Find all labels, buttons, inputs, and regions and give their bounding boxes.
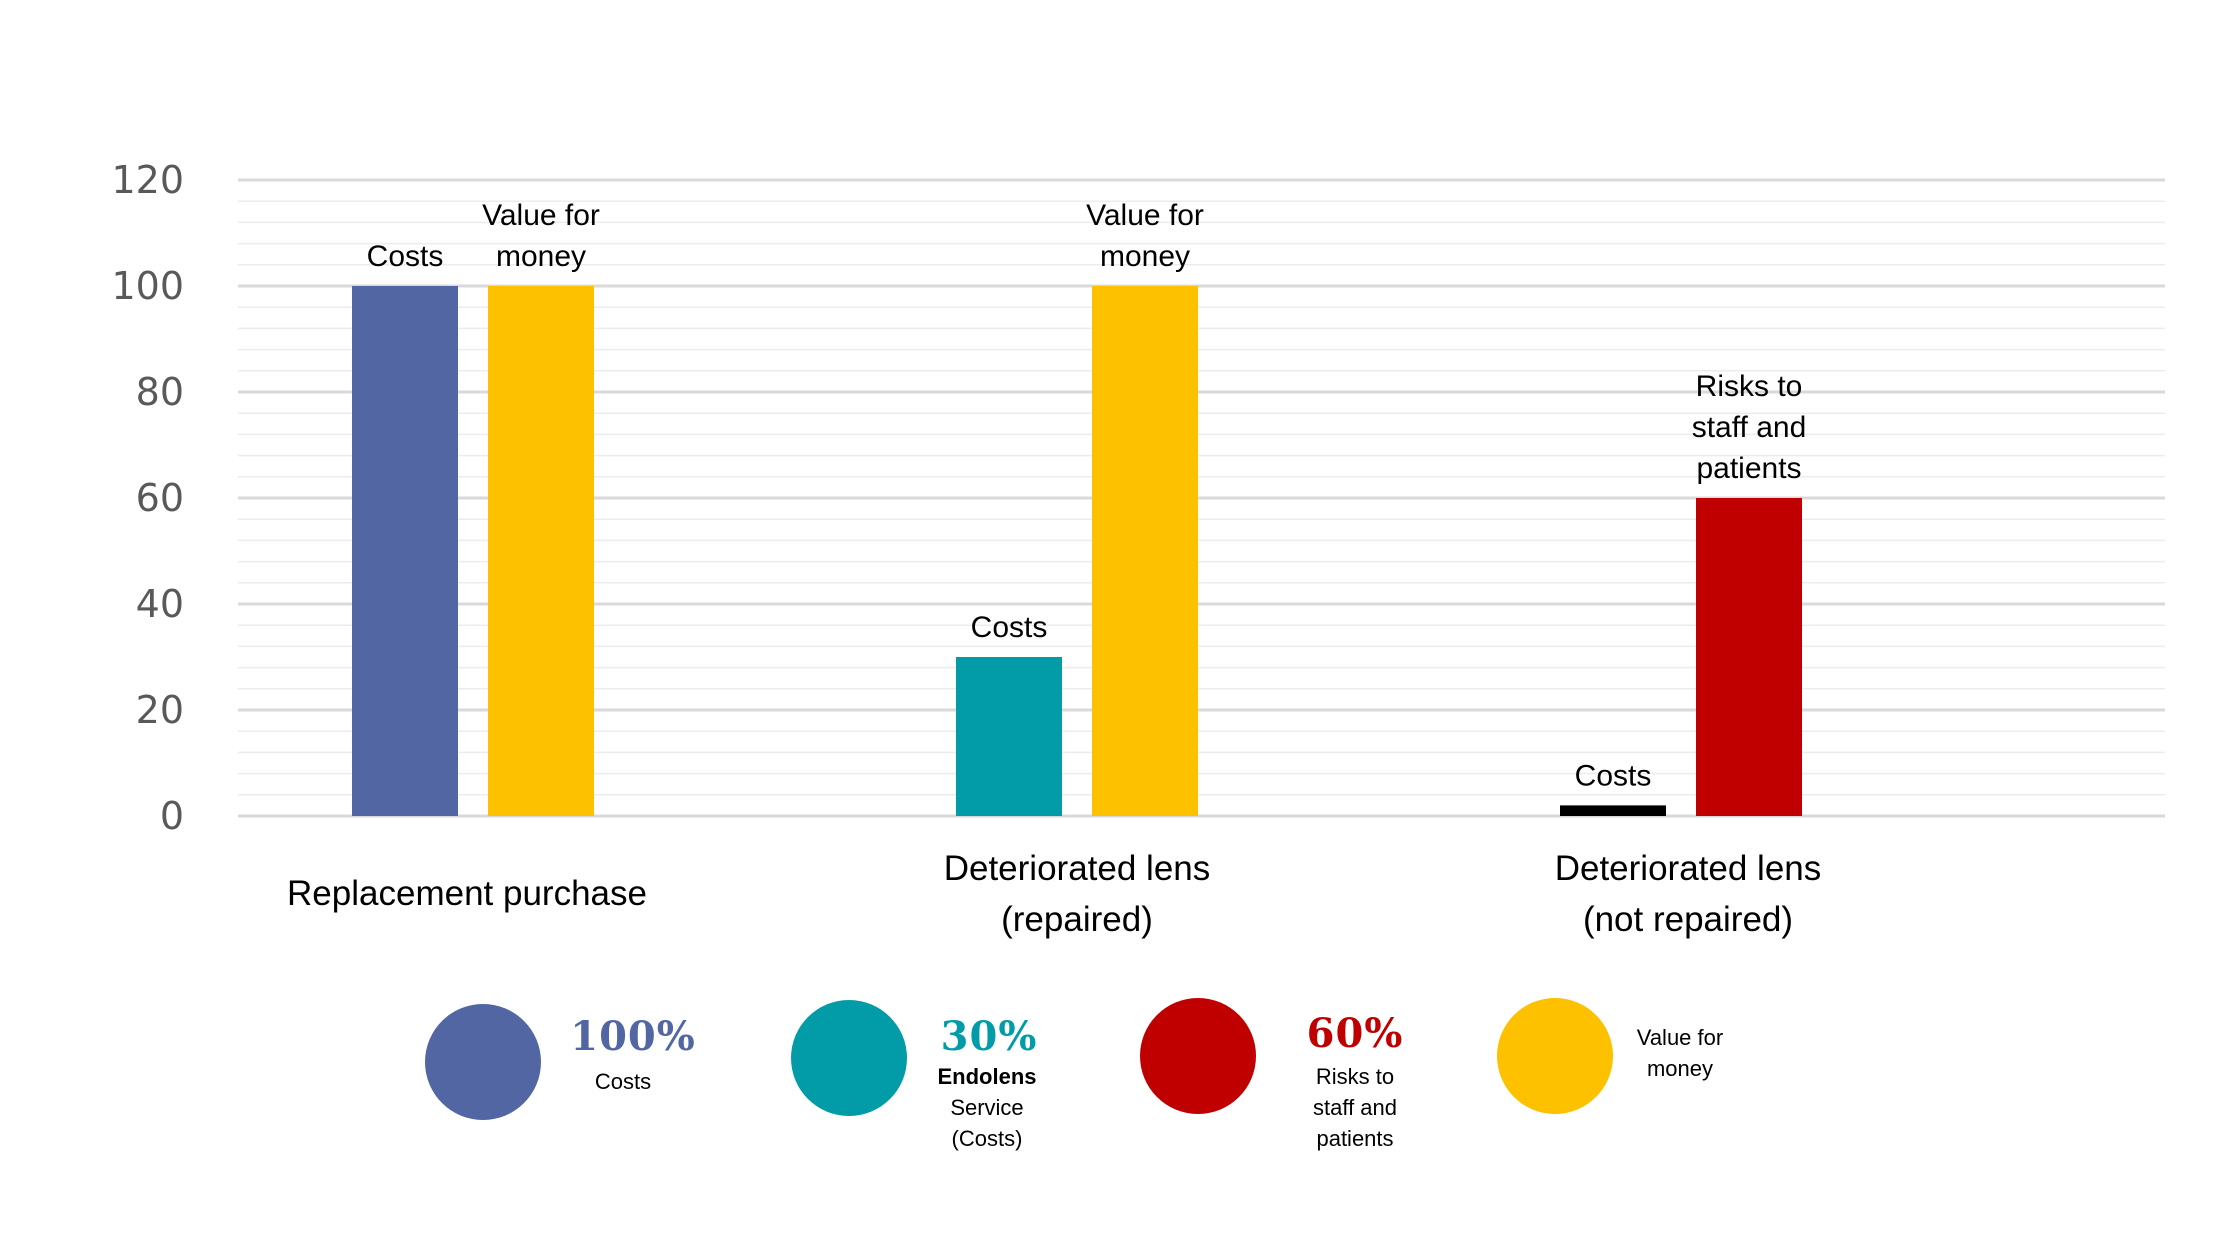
bar: [488, 286, 594, 816]
y-axis: 0 20 40 60 80 100 120: [111, 158, 184, 838]
y-tick-label: 20: [136, 688, 184, 732]
bar-data-label-line: staff and: [1692, 411, 1807, 444]
bar: [956, 657, 1062, 816]
x-category-label-line: Replacement purchase: [287, 874, 647, 913]
y-tick-label: 40: [136, 582, 184, 626]
legend-swatch-endolens: [791, 1000, 907, 1116]
y-tick-label: 60: [136, 476, 184, 520]
bar: [1696, 498, 1802, 816]
legend-label-value: Value for money: [1636, 1025, 1724, 1081]
legend-percent-costs: 100%: [570, 1013, 696, 1060]
bar-data-label-line: money: [496, 240, 586, 273]
bar-data-label: Value for money: [482, 199, 600, 273]
bar-data-label: Costs: [1575, 759, 1652, 792]
bar-data-label: Risks to staff and patients: [1692, 370, 1807, 485]
legend-swatch-value: [1497, 998, 1613, 1114]
bar: [1092, 286, 1198, 816]
y-tick-label: 100: [111, 264, 184, 308]
bar-labels: Costs Value for money Costs Value for money Co…: [367, 199, 1807, 792]
legend-label-costs: Costs: [594, 1069, 652, 1094]
legend-percent-endolens: 30%: [940, 1013, 1038, 1060]
bar-data-label: Costs: [367, 240, 444, 273]
bar-data-label-line: Costs: [971, 611, 1048, 644]
bar-data-label-line: Costs: [1575, 759, 1652, 792]
x-category-label-line: (not repaired): [1583, 900, 1793, 939]
bar-data-label-line: Value for: [1086, 199, 1204, 232]
x-category-label-line: Deteriorated lens: [1555, 849, 1822, 888]
bar-data-label: Value for money: [1086, 199, 1204, 273]
legend-swatch-risks: [1140, 998, 1256, 1114]
bar-data-label-line: Value for: [482, 199, 600, 232]
bars: [352, 286, 1802, 816]
legend-percent-risks: 60%: [1306, 1010, 1404, 1057]
x-category-label: Deteriorated lens (not repaired): [1555, 849, 1822, 939]
y-tick-label: 0: [160, 794, 184, 838]
legend-label-endolens: Endolens Service (Costs): [927, 1061, 1047, 1154]
bar-data-label-line: money: [1100, 240, 1190, 273]
bar-data-label-line: Risks to: [1696, 370, 1803, 403]
x-category-label: Deteriorated lens (repaired): [944, 849, 1211, 939]
x-axis: Replacement purchase Deteriorated lens (re…: [287, 849, 1821, 939]
bar: [352, 286, 458, 816]
x-category-label: Replacement purchase: [287, 874, 647, 913]
legend-text-endolens: Service (Costs): [950, 1095, 1024, 1151]
legend-bold-endolens: Endolens: [937, 1064, 1037, 1089]
y-tick-label: 120: [111, 158, 184, 202]
bar-data-label-line: Costs: [367, 240, 444, 273]
x-category-label-line: (repaired): [1001, 900, 1153, 939]
bar-data-label-line: patients: [1696, 452, 1801, 485]
bar: [1560, 805, 1666, 816]
x-category-label-line: Deteriorated lens: [944, 849, 1211, 888]
bar-data-label: Costs: [971, 611, 1048, 644]
legend-label-risks: Risks to staff and patients: [1313, 1064, 1397, 1151]
legend-swatch-costs: [425, 1004, 541, 1120]
y-tick-label: 80: [136, 370, 184, 414]
